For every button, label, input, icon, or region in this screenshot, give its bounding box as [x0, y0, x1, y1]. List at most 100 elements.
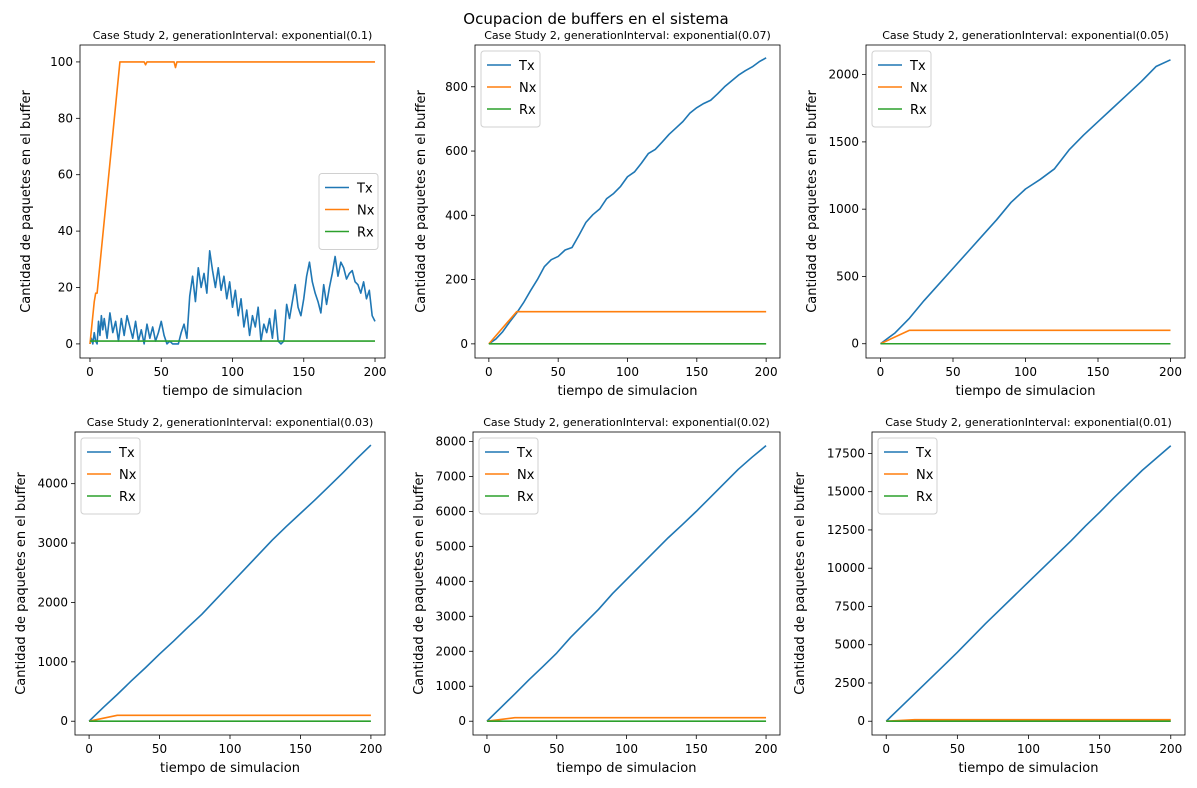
plot-frame [871, 431, 1186, 736]
y-tick-label: 4000 [37, 477, 68, 491]
y-tick-label: 10000 [827, 561, 865, 575]
y-tick-label: 80 [58, 111, 73, 125]
y-tick-label: 800 [445, 80, 468, 94]
x-tick-label: 150 [1088, 742, 1111, 756]
y-tick-label: 600 [445, 144, 468, 158]
chart-panel-4: Case Study 2, generationInterval: expone… [14, 416, 386, 776]
x-tick-label: 200 [364, 365, 387, 379]
legend-label-rx: Rx [916, 490, 933, 505]
plot-frame [79, 44, 386, 359]
legend-label-tx: Tx [915, 446, 932, 461]
x-tick-label: 100 [1017, 742, 1040, 756]
y-tick-label: 100 [50, 55, 73, 69]
y-tick-label: 7000 [435, 469, 466, 483]
series-line-nx [89, 61, 376, 344]
y-tick-label: 1500 [828, 135, 859, 149]
series-line-nx [88, 714, 371, 723]
chart-panel-3: Case Study 2, generationInterval: expone… [805, 29, 1186, 399]
legend: Tx Nx Rx [877, 437, 938, 515]
x-tick-label: 0 [485, 365, 493, 379]
y-tick-label: 0 [460, 337, 468, 351]
legend-box [318, 173, 379, 250]
y-tick-label: 2500 [834, 676, 865, 690]
y-tick-label: 7500 [834, 599, 865, 613]
y-tick-label: 5000 [435, 539, 466, 553]
legend-label-tx: Tx [356, 182, 373, 197]
x-tick-label: 50 [154, 365, 169, 379]
legend: Tx Nx Rx [80, 437, 141, 515]
legend-label-tx: Tx [909, 59, 926, 74]
x-tick-label: 100 [221, 365, 244, 379]
chart-panel-6: Case Study 2, generationInterval: expone… [793, 416, 1186, 776]
x-axis-label: tiempo de simulacion [163, 384, 303, 399]
y-tick-label: 0 [857, 714, 865, 728]
x-tick-label: 50 [950, 742, 965, 756]
panel-title: Case Study 2, generationInterval: expone… [882, 29, 1169, 42]
panels: Case Study 2, generationInterval: expone… [14, 29, 1186, 776]
x-axis-label: tiempo de simulacion [160, 761, 300, 776]
series-line-tx [88, 444, 372, 722]
legend-box [877, 437, 938, 515]
legend-label-rx: Rx [519, 103, 536, 118]
legend: Tx Nx Rx [318, 173, 379, 250]
y-tick-label: 0 [65, 337, 73, 351]
x-tick-label: 0 [877, 365, 885, 379]
x-tick-label: 100 [1014, 365, 1037, 379]
x-axis-label: tiempo de simulacion [959, 761, 1099, 776]
y-tick-label: 15000 [827, 485, 865, 499]
x-tick-label: 50 [152, 742, 167, 756]
plot-frame [74, 431, 386, 736]
x-tick-label: 100 [615, 742, 638, 756]
x-tick-label: 200 [1159, 365, 1182, 379]
y-tick-label: 2000 [37, 595, 68, 609]
y-tick-label: 2000 [828, 68, 859, 82]
x-tick-label: 50 [945, 365, 960, 379]
x-tick-label: 150 [292, 365, 315, 379]
y-tick-label: 1000 [828, 202, 859, 216]
y-tick-label: 8000 [435, 434, 466, 448]
legend-box [871, 50, 932, 128]
x-tick-label: 150 [685, 365, 708, 379]
series-line-nx [488, 310, 767, 345]
y-tick-label: 3000 [435, 609, 466, 623]
legend: Tx Nx Rx [480, 50, 541, 128]
series-line-tx [885, 445, 1172, 722]
legend-label-nx: Nx [916, 468, 934, 483]
x-tick-label: 0 [882, 742, 890, 756]
y-tick-label: 2000 [435, 644, 466, 658]
chart-panel-2: Case Study 2, generationInterval: expone… [414, 29, 781, 399]
panel-title: Case Study 2, generationInterval: expone… [483, 416, 770, 429]
series-line-tx [880, 59, 1171, 345]
legend-label-tx: Tx [518, 59, 535, 74]
series-line-tx [488, 57, 767, 345]
y-tick-label: 17500 [827, 446, 865, 460]
x-tick-label: 200 [359, 742, 382, 756]
y-tick-label: 5000 [834, 638, 865, 652]
x-tick-label: 0 [86, 365, 94, 379]
y-tick-label: 40 [58, 224, 73, 238]
series-line-tx [486, 445, 767, 722]
y-axis-label: Cantidad de paquetes en el buffer [793, 472, 808, 695]
chart-panel-1: Case Study 2, generationInterval: expone… [19, 29, 386, 399]
x-tick-label: 150 [685, 742, 708, 756]
y-tick-label: 1000 [435, 679, 466, 693]
legend-label-rx: Rx [517, 490, 534, 505]
x-tick-label: 50 [551, 365, 566, 379]
y-tick-label: 20 [58, 281, 73, 295]
series-line-tx [89, 250, 376, 345]
y-tick-label: 1000 [37, 655, 68, 669]
legend-label-nx: Nx [119, 468, 137, 483]
series-line-nx [880, 329, 1171, 345]
y-tick-label: 400 [445, 208, 468, 222]
y-tick-label: 4000 [435, 574, 466, 588]
legend-label-tx: Tx [516, 446, 533, 461]
legend-box [478, 437, 539, 515]
y-tick-label: 6000 [435, 504, 466, 518]
y-axis-label: Cantidad de paquetes en el buffer [14, 472, 29, 695]
x-tick-label: 200 [755, 742, 778, 756]
x-tick-label: 150 [289, 742, 312, 756]
panel-title: Case Study 2, generationInterval: expone… [484, 29, 771, 42]
y-axis-label: Cantidad de paquetes en el buffer [414, 90, 429, 313]
y-axis-label: Cantidad de paquetes en el buffer [412, 472, 427, 695]
chart-panel-5: Case Study 2, generationInterval: expone… [412, 416, 781, 776]
